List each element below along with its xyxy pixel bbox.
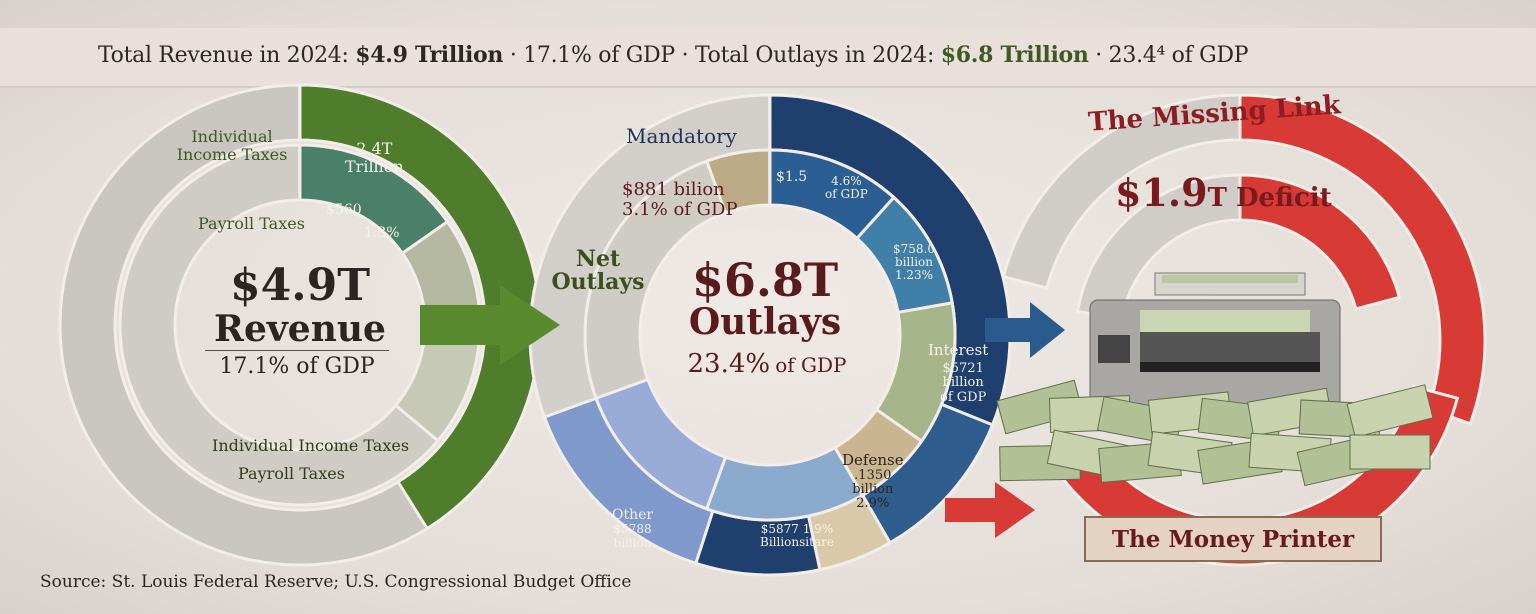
money-printer-icon [1089, 272, 1341, 411]
outlays-total: $6.8T [691, 253, 839, 307]
money-printer-banner: The Money Printer [1084, 516, 1382, 562]
mandatory-tan-segment [704, 148, 772, 215]
revenue-gdp: 17.1% of GDP [205, 350, 389, 379]
outlays-gdp: · 23.4⁴ of GDP [1095, 43, 1249, 68]
headline: Total Revenue in 2024: $4.9 Trillion · 1… [98, 42, 1249, 68]
payroll-taxes-pct: 1.3% [364, 225, 400, 241]
outlays-title: Outlays [688, 301, 842, 343]
revenue-total: $4.9T [230, 260, 370, 311]
deficit-red-ring [1238, 93, 1487, 426]
defense-label: Defense .1350 billion 2.9% [842, 451, 904, 512]
header-band [0, 28, 1536, 88]
red-inflow-arrow [945, 482, 1035, 538]
revenue-light-segment-2 [393, 334, 481, 443]
seg2-value: $758.0 billion 1.23% [893, 242, 935, 283]
source-note: Source: St. Louis Federal Reserve; U.S. … [40, 572, 632, 592]
deficit-value: $1.9T Deficit [1115, 170, 1332, 215]
revenue-to-outlays-arrow [420, 285, 560, 365]
other-label: Other $5788 billion [612, 507, 654, 550]
revenue-label: Total Revenue in 2024: [98, 43, 349, 68]
individual-income-taxes-label: Individual Income Taxes [176, 127, 288, 164]
seg1-value: $1.5 [776, 169, 808, 185]
interest-label: Interest [928, 341, 989, 359]
dollar-bill-icon [1349, 434, 1431, 470]
seg1-pct: 4.6% of GDP [825, 174, 868, 202]
interest-value: $5721 billion of GDP [940, 361, 987, 405]
net-outlays-label: Net Outlays [551, 246, 645, 296]
dollar-bill-icon [1346, 384, 1434, 438]
revenue-title: Revenue [214, 308, 386, 350]
individual-income-taxes-value: 2.4T Trillion [345, 139, 404, 176]
revenue-value: $4.9 Trillion [355, 42, 504, 68]
mandatory-value: $881 bilion 3.1% of GDP [622, 179, 738, 220]
bottom-payroll-label: Payroll Taxes [238, 464, 345, 483]
payroll-taxes-label: Payroll Taxes [198, 214, 305, 233]
deficit-inner-red [1238, 173, 1402, 311]
outlays-label: Total Outlays in 2024: [694, 43, 935, 68]
outlays-to-printer-arrow [985, 302, 1065, 358]
outlays-gdp: 23.4% of GDP [687, 349, 847, 379]
individual-income-segment [298, 83, 542, 531]
payroll-taxes-value: $560 [326, 202, 362, 218]
bottom-individual-label: Individual Income Taxes [212, 436, 410, 455]
cash-pile [996, 379, 1434, 487]
mandatory-label: Mandatory [626, 124, 737, 148]
dollar-bill-icon [996, 379, 1084, 435]
periwinkle-segment [594, 377, 728, 511]
outlays-value: $6.8 Trillion [940, 42, 1089, 68]
misc-value: $5877 1.9% Billionsitare [760, 522, 834, 550]
revenue-gdp: · 17.1% of GDP · [509, 43, 689, 68]
